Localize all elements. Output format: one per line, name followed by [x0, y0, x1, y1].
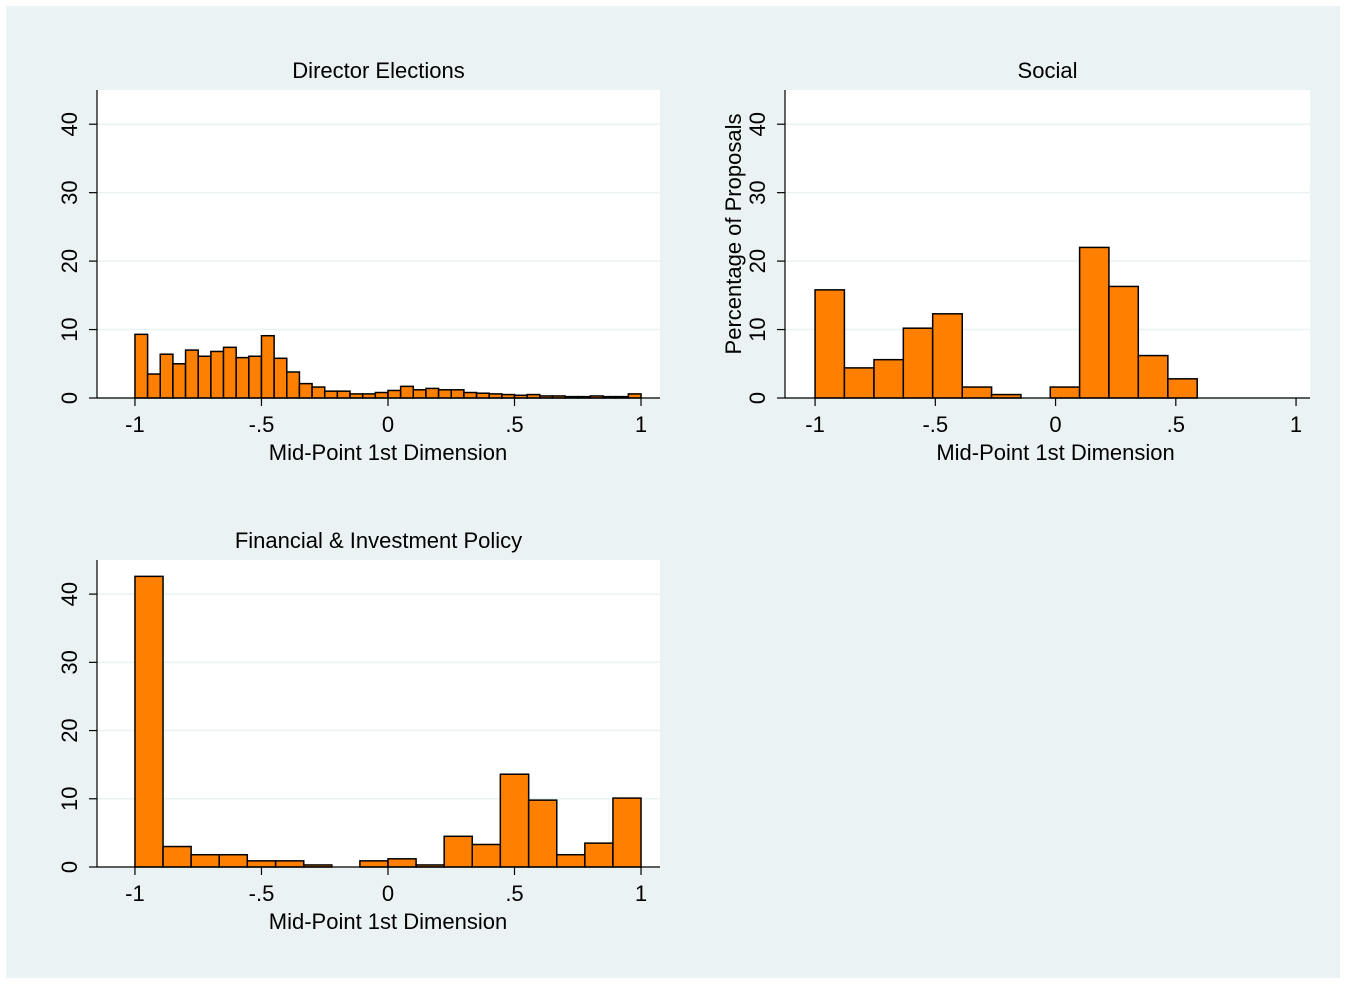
bar — [298, 382, 313, 399]
chart-title: Director Elections — [292, 58, 464, 83]
y-tick-label: 0 — [57, 392, 82, 404]
x-axis-title: Mid-Point 1st Dimension — [269, 909, 507, 934]
bar — [235, 356, 250, 399]
bar — [159, 353, 174, 399]
bar — [1049, 386, 1081, 399]
bar — [260, 334, 275, 399]
x-tick-label: -1 — [125, 412, 145, 437]
bar — [349, 393, 364, 399]
bar — [387, 858, 417, 868]
y-tick-label: 10 — [57, 317, 82, 341]
bar — [873, 358, 905, 399]
x-tick-label: .5 — [505, 881, 523, 906]
x-tick-label: -.5 — [249, 881, 275, 906]
y-tick-label: 10 — [745, 317, 770, 341]
x-tick-label: -.5 — [922, 412, 948, 437]
bar — [584, 842, 614, 868]
y-tick-label: 30 — [745, 180, 770, 204]
bar — [246, 860, 277, 868]
bar — [961, 386, 993, 399]
y-tick-label: 30 — [57, 180, 82, 204]
bar — [1137, 354, 1169, 399]
bar — [248, 355, 263, 399]
bar — [323, 390, 339, 399]
bar — [218, 853, 249, 868]
bar — [1108, 285, 1140, 399]
y-tick-label: 20 — [745, 249, 770, 273]
bar — [1078, 246, 1110, 399]
bar — [437, 389, 452, 399]
x-axis-title: Mid-Point 1st Dimension — [936, 440, 1174, 465]
bar — [556, 853, 586, 868]
bar — [443, 835, 473, 868]
bar — [374, 391, 389, 399]
x-tick-label: 1 — [635, 412, 647, 437]
bar — [210, 350, 225, 399]
bar — [475, 392, 490, 399]
bar — [172, 363, 187, 399]
bar — [336, 390, 351, 399]
bar — [499, 773, 530, 868]
bar — [361, 393, 377, 399]
bar — [843, 367, 875, 399]
bar — [146, 373, 162, 399]
bar — [162, 845, 192, 868]
x-tick-label: 0 — [382, 412, 394, 437]
bar — [184, 349, 199, 399]
x-tick-label: -1 — [805, 412, 825, 437]
x-tick-label: .5 — [1167, 412, 1185, 437]
x-axis-title: Mid-Point 1st Dimension — [269, 440, 507, 465]
bar — [814, 289, 846, 399]
bar — [627, 393, 642, 399]
bar — [463, 391, 478, 399]
y-tick-label: 30 — [57, 650, 82, 674]
bar — [527, 799, 558, 868]
bar — [274, 860, 305, 868]
bar — [471, 843, 502, 868]
x-tick-label: 0 — [1049, 412, 1061, 437]
x-tick-label: 0 — [382, 881, 394, 906]
bar — [399, 385, 415, 399]
plot-region — [97, 560, 660, 867]
x-tick-label: -.5 — [249, 412, 275, 437]
bar — [134, 333, 149, 399]
plot-region — [785, 90, 1310, 398]
bar — [488, 393, 503, 399]
x-tick-label: .5 — [505, 412, 523, 437]
bar — [359, 860, 389, 868]
bar — [425, 387, 440, 399]
bar — [902, 327, 934, 399]
y-tick-label: 20 — [57, 249, 82, 273]
y-tick-label: 40 — [745, 112, 770, 136]
y-tick-label: 0 — [745, 392, 770, 404]
bar — [387, 389, 402, 399]
bar — [190, 853, 220, 868]
bar — [134, 575, 164, 868]
y-tick-label: 20 — [57, 718, 82, 742]
y-tick-label: 0 — [57, 861, 82, 873]
bar — [273, 357, 288, 399]
bar — [612, 797, 642, 868]
y-tick-label: 10 — [57, 787, 82, 811]
bar — [931, 313, 963, 399]
bar — [1167, 378, 1198, 399]
bar — [197, 355, 212, 399]
x-tick-label: 1 — [1290, 412, 1302, 437]
plot-region — [97, 90, 660, 398]
y-tick-label: 40 — [57, 112, 82, 136]
bar — [286, 371, 301, 399]
y-tick-label: 40 — [57, 582, 82, 606]
bar — [222, 346, 237, 399]
bar — [450, 389, 465, 399]
x-tick-label: 1 — [635, 881, 647, 906]
chart-title: Social — [1018, 58, 1078, 83]
y-axis-title: Percentage of Proposals — [721, 114, 746, 355]
chart-title: Financial & Investment Policy — [235, 528, 522, 553]
x-tick-label: -1 — [125, 881, 145, 906]
bar — [311, 386, 326, 399]
bar — [412, 389, 427, 399]
